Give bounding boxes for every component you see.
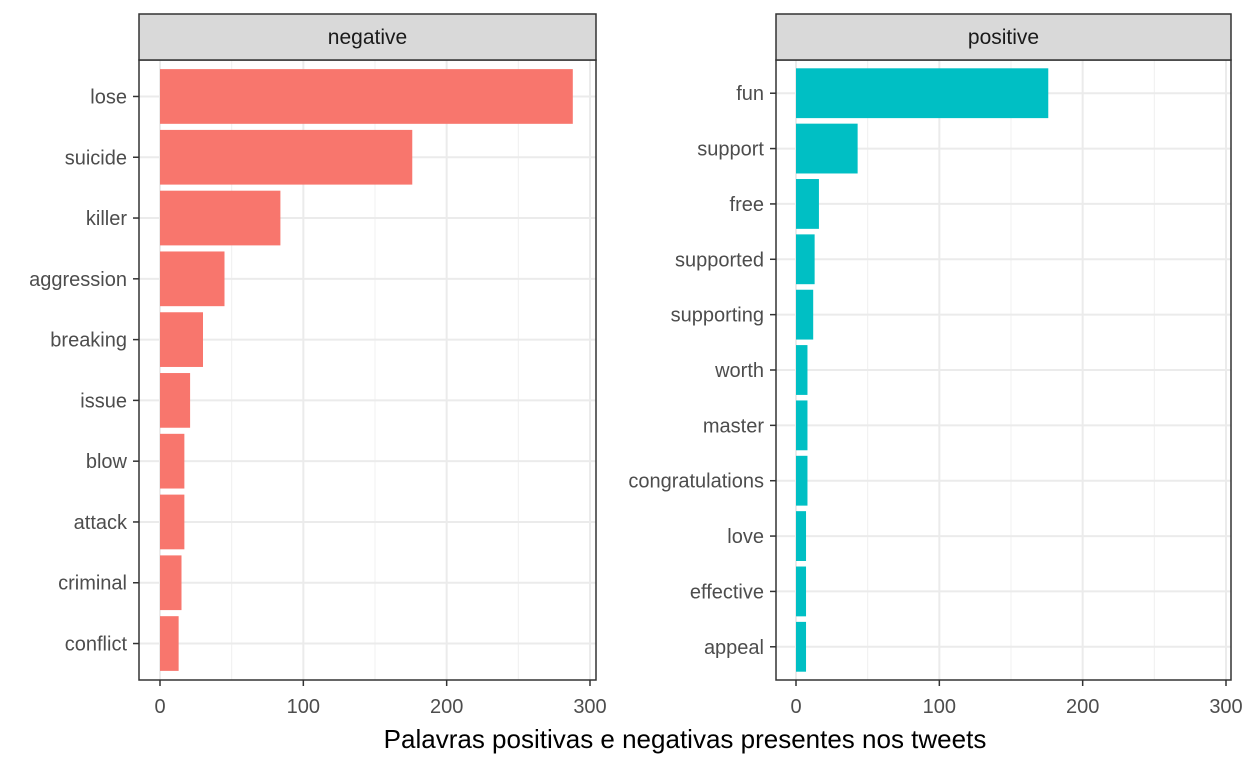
y-tick-label: worth <box>714 360 764 382</box>
y-tick-label: killer <box>86 208 127 230</box>
x-axis-title: Palavras positivas e negativas presentes… <box>384 724 987 754</box>
bar-conflict <box>160 616 179 671</box>
x-tick-label: 200 <box>430 696 463 718</box>
x-tick-label: 100 <box>923 696 956 718</box>
bar-killer <box>160 190 281 246</box>
x-tick-label: 0 <box>790 696 801 718</box>
y-tick-label: appeal <box>704 637 764 659</box>
bar-suicide <box>160 129 413 185</box>
facet-strip <box>138 13 597 61</box>
y-tick-label: supporting <box>671 305 764 327</box>
panel-negative: negative lose suicide killer aggression break… <box>29 13 607 718</box>
y-tick-label: lose <box>90 86 127 108</box>
bar-appeal <box>796 621 807 672</box>
y-tick-label: congratulations <box>628 471 764 493</box>
bar-master <box>796 400 808 451</box>
bar-lose <box>160 69 573 124</box>
bar-criminal <box>160 555 182 611</box>
bar-fun <box>796 68 1049 119</box>
bar-blow <box>160 433 185 489</box>
y-tick-label: fun <box>736 83 764 105</box>
x-tick-label: 100 <box>287 696 320 718</box>
y-tick-label: support <box>697 139 764 161</box>
bar-aggression <box>160 251 225 307</box>
y-tick-label: issue <box>80 390 127 412</box>
x-tick-label: 200 <box>1066 696 1099 718</box>
bar-breaking <box>160 312 203 367</box>
bar-worth <box>796 345 808 395</box>
x-tick-label: 300 <box>573 696 606 718</box>
y-tick-label: criminal <box>58 573 127 595</box>
y-tick-label: attack <box>74 512 128 534</box>
y-tick-label: aggression <box>29 269 127 291</box>
facet-strip-label: negative <box>328 26 407 49</box>
y-tick-label: conflict <box>65 634 128 656</box>
y-tick-label: love <box>727 526 764 548</box>
panel-positive: positive fun support free supported supportin… <box>628 13 1243 718</box>
y-tick-label: breaking <box>50 330 127 352</box>
bar-support <box>796 123 858 174</box>
y-tick-label: suicide <box>65 147 127 169</box>
y-tick-label: master <box>703 415 764 437</box>
facet-strip-label: positive <box>968 26 1039 49</box>
bar-supporting <box>796 289 814 340</box>
facet-strip <box>775 13 1232 61</box>
bar-free <box>796 179 819 229</box>
bar-congratulations <box>796 455 808 506</box>
bar-love <box>796 511 807 561</box>
x-tick-label: 0 <box>154 696 165 718</box>
bar-supported <box>796 234 815 285</box>
y-tick-label: blow <box>86 451 128 473</box>
bar-effective <box>796 566 807 617</box>
y-tick-label: effective <box>690 581 764 603</box>
y-tick-label: supported <box>675 249 764 271</box>
bar-issue <box>160 373 191 428</box>
x-tick-label: 300 <box>1209 696 1242 718</box>
bar-attack <box>160 494 185 550</box>
y-tick-label: free <box>730 194 764 216</box>
